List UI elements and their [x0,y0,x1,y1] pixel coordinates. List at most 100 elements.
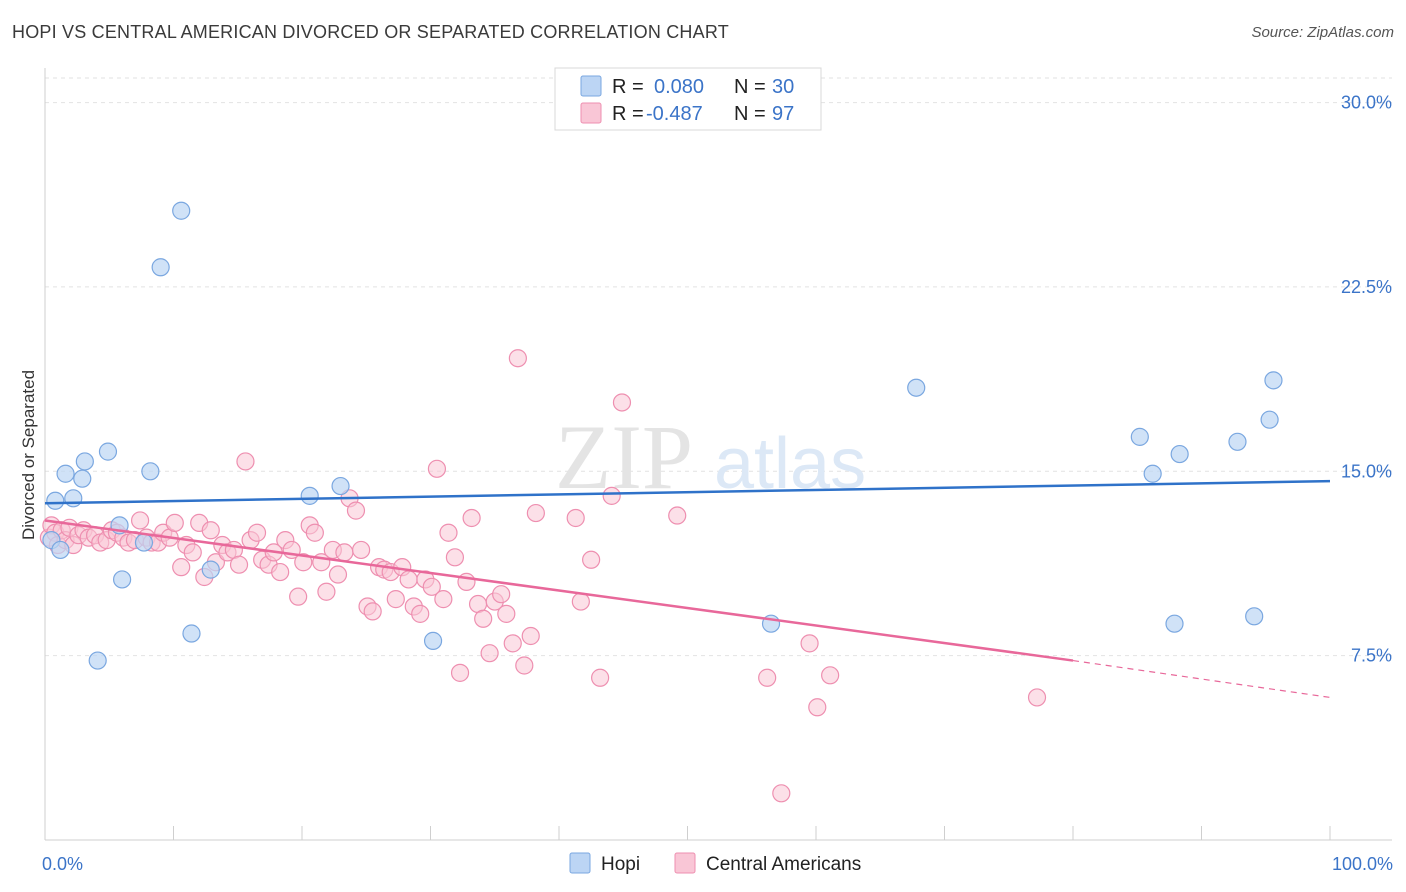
legend-n-value-hopi: 30 [772,76,794,98]
central-americans-point [462,508,481,528]
hopi-point [112,570,132,589]
central-americans-point [521,626,540,646]
legend-swatch-hopi [580,75,602,97]
central-americans-point [808,698,827,717]
central-americans-point [229,555,249,574]
central-americans-point [335,543,354,562]
central-americans-point [317,582,336,601]
series-legend-label-central-americans: Central Americans [706,854,861,875]
hopi-point [151,258,170,277]
central-americans-point [668,506,687,525]
central-americans-point [130,511,150,530]
y-axis-label: Divorced or Separated [19,370,38,540]
legend-r-value-central-americans: -0.487 [646,103,703,125]
legend-n-label-hopi: N = [734,76,766,98]
central-americans-point [445,548,465,567]
central-americans-point [497,604,516,623]
central-americans-point [165,513,184,533]
legend-n-label-central-americans: N = [734,103,766,125]
central-americans-trend-extension [1072,659,1331,699]
central-americans-point [363,602,382,621]
central-americans-point [566,508,585,528]
legend-swatch-central-americans [580,102,602,124]
hopi-point [56,464,75,483]
central-americans-point [582,550,601,569]
watermark-zip: ZIP [555,406,693,508]
central-americans-point [294,553,313,572]
central-americans-point [352,540,371,560]
central-americans-point [1027,688,1047,707]
central-americans-point [183,543,202,562]
hopi-point [134,533,154,552]
y-tick-label: 22.5% [1341,277,1392,297]
y-tick-label: 15.0% [1341,461,1392,481]
hopi-point [98,442,118,461]
axes [44,68,1392,841]
central-americans-point [480,644,499,663]
central-americans-point [236,452,255,471]
central-americans-point [247,523,267,542]
hopi-point [141,462,160,481]
central-americans-point [201,521,220,540]
hopi-point [172,201,191,220]
hopi-point [1260,410,1279,429]
series-legend-label-hopi: Hopi [601,854,640,875]
hopi-point [907,378,926,397]
chart-title: HOPI VS CENTRAL AMERICAN DIVORCED OR SEP… [12,22,729,42]
legend-r-label-hopi: R = [612,76,644,98]
central-americans-point [328,565,348,584]
central-americans-point [515,656,534,675]
central-americans-point [305,523,324,542]
hopi-point [75,452,94,471]
chart-source: Source: ZipAtlas.com [1251,24,1394,41]
central-americans-point [172,558,191,577]
hopi-point [51,540,70,560]
x-tick-label: 0.0% [42,854,83,874]
x-tick-label: 100.0% [1332,854,1393,874]
central-americans-point [602,486,621,505]
central-americans-point [271,562,290,582]
central-americans-point [411,604,430,623]
hopi-point [1143,464,1162,483]
central-americans-point [772,784,791,803]
hopi-point [1170,444,1189,464]
central-americans-points [39,349,1047,803]
central-americans-point [758,668,777,687]
central-americans-point [508,349,527,368]
hopi-point [201,560,220,579]
central-americans-point [386,590,405,609]
hopi-point [423,631,443,650]
central-americans-point [503,634,522,653]
central-americans-point [571,592,590,611]
legend-n-value-central-americans: 97 [772,103,794,125]
central-americans-point [399,570,418,589]
hopi-point [88,651,107,670]
hopi-point [1165,614,1184,633]
central-americans-point [492,585,511,604]
hopi-point [73,469,92,488]
central-americans-point [612,393,632,412]
hopi-point [46,491,65,510]
y-tick-label: 7.5% [1351,646,1392,666]
hopi-point [1245,607,1264,626]
central-americans-point [450,663,470,682]
hopi-point [182,624,201,643]
legend-r-value-hopi: 0.080 [654,76,704,98]
central-americans-point [434,590,453,609]
series-legend: Hopi Central Americans [569,852,861,875]
hopi-point [331,476,350,496]
central-americans-point [422,577,441,596]
central-americans-point [346,501,366,520]
stats-legend: R = 0.080 N = 30 R = -0.487 N = 97 [554,67,822,131]
y-tick-label: 30.0% [1341,93,1392,113]
hopi-point [64,489,83,508]
y-tick-labels: 7.5% 15.0% 22.5% 30.0% [1341,93,1392,666]
central-americans-point [427,459,447,478]
hopi-point [1228,432,1247,451]
central-americans-point [439,523,458,542]
hopi-point [1264,371,1283,390]
trend-lines [44,479,1331,699]
legend-r-label-central-americans: R = [612,103,644,125]
hopi-point [300,486,319,505]
